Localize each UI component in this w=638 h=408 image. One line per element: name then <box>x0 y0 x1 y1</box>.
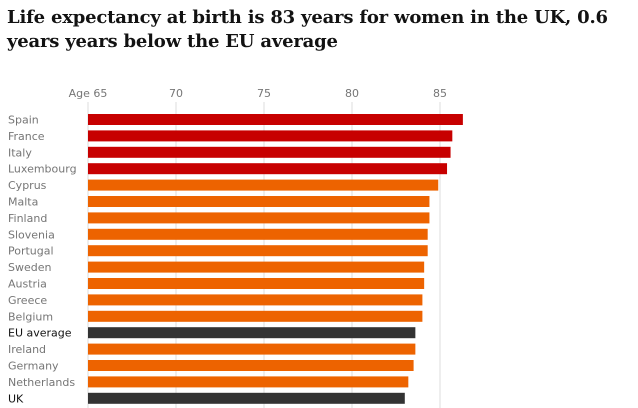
category-label: EU average <box>8 327 72 340</box>
bar <box>88 114 463 125</box>
bars <box>88 114 463 404</box>
bar <box>88 212 430 224</box>
bar <box>88 360 414 371</box>
bar <box>88 163 448 175</box>
bar <box>88 294 423 306</box>
bar <box>88 228 428 240</box>
x-tick-label: Age 65 <box>69 87 108 100</box>
bar <box>88 196 430 207</box>
category-labels: Spain France Italy Luxembourg Cyprus Malta Fin… <box>8 114 77 406</box>
category-label: Netherlands <box>8 376 75 389</box>
chart-title: Life expectancy at birth is 83 years for… <box>7 7 608 52</box>
bar <box>88 327 416 339</box>
bar <box>88 130 453 142</box>
x-tick-label: 75 <box>257 87 271 100</box>
bar <box>88 146 451 158</box>
x-tick-label: 85 <box>433 87 447 100</box>
category-label: Sweden <box>8 261 51 274</box>
category-label: Finland <box>8 212 47 225</box>
category-label: Portugal <box>8 245 54 258</box>
category-label: Slovenia <box>8 228 55 241</box>
bar <box>88 278 425 289</box>
category-label: Italy <box>8 146 32 159</box>
bar <box>88 343 416 355</box>
category-label: Cyprus <box>8 179 47 192</box>
category-label: Luxembourg <box>8 163 77 176</box>
category-label: Spain <box>8 114 39 127</box>
bar <box>88 261 425 273</box>
category-label: Germany <box>8 360 59 373</box>
x-axis-ticks: Age 65 70 75 80 85 <box>69 87 447 100</box>
category-label: Malta <box>8 196 38 209</box>
category-label: Belgium <box>8 310 53 323</box>
bar <box>88 310 423 322</box>
category-label: France <box>8 130 45 143</box>
bar <box>88 179 439 191</box>
bar <box>88 392 405 404</box>
category-label: Ireland <box>8 343 46 356</box>
category-label: Austria <box>8 278 47 291</box>
x-tick-label: 80 <box>345 87 359 100</box>
x-tick-label: 70 <box>169 87 183 100</box>
category-label: UK <box>8 392 24 405</box>
bar <box>88 376 409 388</box>
bar <box>88 245 428 257</box>
category-label: Greece <box>8 294 47 307</box>
